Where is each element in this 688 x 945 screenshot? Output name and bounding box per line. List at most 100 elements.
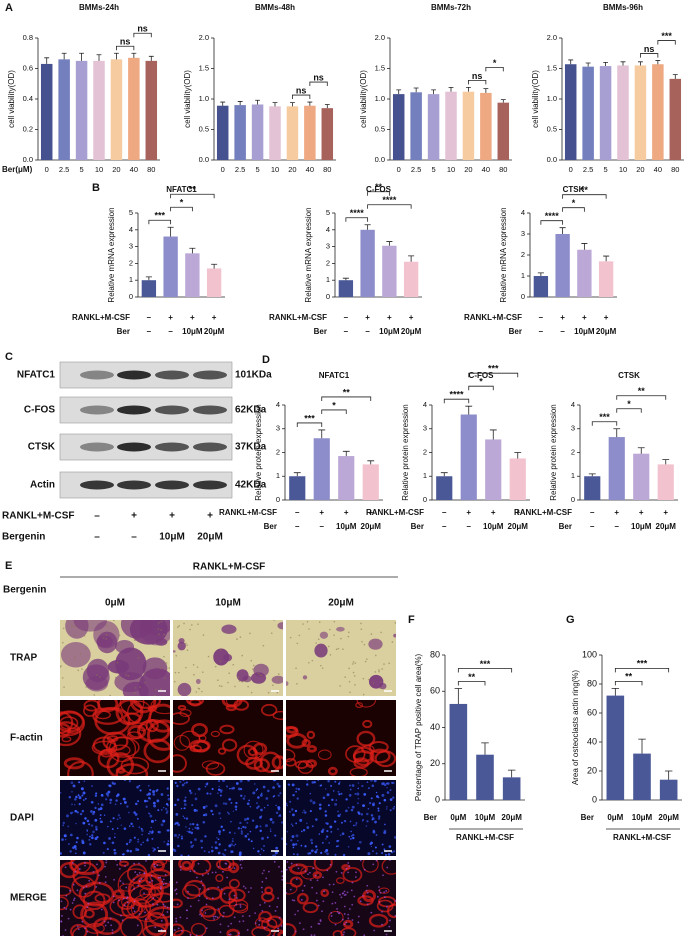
speck [298,634,301,637]
bar [145,60,158,160]
condition-label: + [409,313,414,322]
nucleus [116,818,119,821]
nucleus [126,805,129,808]
error-bar [672,74,678,79]
nucleus [186,917,188,920]
nucleus [286,861,289,863]
y-tick-label: 1.5 [375,63,385,72]
nucleus [207,888,210,891]
actin-ring [173,754,187,773]
bar [497,102,510,160]
speck [348,680,351,683]
speck [125,674,127,676]
nucleus [88,879,91,882]
nucleus [97,803,100,805]
bar [598,261,614,297]
bar [449,703,468,800]
nucleus [371,784,375,788]
nucleus [238,853,242,856]
actin-ring [173,923,185,936]
nucleus [99,817,102,820]
actin-ring [368,913,389,928]
actin-ring [381,860,396,875]
nucleus [276,782,280,786]
speck [219,649,222,651]
speck [315,642,317,644]
nucleus [205,869,208,872]
nucleus [386,866,389,869]
speck [272,684,274,687]
bar [652,64,664,160]
nucleus [326,852,329,856]
nucleus [235,808,238,811]
condition-label: – [168,327,173,336]
speck [306,620,309,623]
nucleus [146,837,149,840]
significance-bracket [116,45,135,51]
bar [304,105,316,160]
nucleus [75,795,78,799]
condition-label: – [590,508,595,517]
nucleus [82,791,86,795]
significance-bracket [367,204,412,209]
speck [193,673,195,676]
nucleus [86,833,89,836]
error-bar [603,62,609,67]
speck [368,678,370,681]
nucleus [318,833,321,835]
nucleus [244,826,247,829]
y-tick-label: 1 [571,471,575,480]
nucleus [363,868,366,871]
nucleus [227,811,229,814]
nucleus [375,791,378,794]
nucleus [352,833,355,837]
nucleus [101,821,103,823]
nucleus [268,870,270,873]
speck [73,634,76,637]
nucleus [347,845,350,848]
speck [189,628,191,631]
nucleus [94,837,98,841]
speck [238,680,241,682]
x-tick-label: 2.5 [411,165,421,174]
x-tick-label: 0 [45,165,49,174]
nucleus [136,924,139,927]
error-bar [664,770,673,780]
micrograph [173,780,283,856]
nucleus [146,800,149,803]
blot-condition-label: – [94,511,100,522]
nucleus [96,863,98,866]
blot-condition-name: Bergenin [2,532,45,543]
actin-ring [218,860,235,872]
nucleus [156,903,159,906]
speck [157,628,160,630]
nucleus [388,845,392,848]
bar [40,63,53,160]
significance-bracket [540,220,564,225]
nucleus [363,934,366,936]
nucleus [383,831,387,835]
nucleus [239,821,242,825]
nucleus [84,892,87,895]
bar [657,464,674,500]
nucleus [268,919,270,922]
x-tick-label: 0 [397,165,401,174]
speck [133,637,136,640]
speck [191,624,193,626]
nucleus [86,930,89,933]
nucleus [192,828,194,831]
nucleus [157,830,160,833]
nucleus [386,806,388,808]
error-bar [79,52,85,61]
speck [270,632,273,634]
nucleus [303,884,306,887]
speck [71,625,73,628]
nucleus [392,796,395,799]
speck [201,671,204,673]
nucleus [150,875,153,877]
y-tick-label: 0 [326,292,330,301]
nucleus [219,794,222,797]
nucleus [220,789,223,792]
nucleus [71,862,74,864]
speck [321,667,324,669]
